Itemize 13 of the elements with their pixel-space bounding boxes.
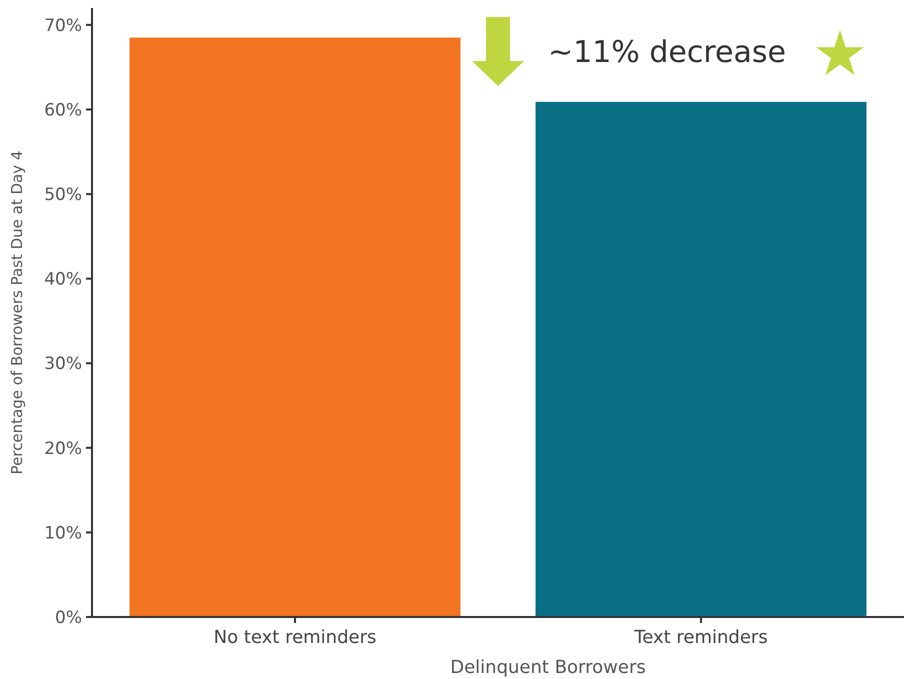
x-axis-title: Delinquent Borrowers [450,657,646,678]
y-tick-label: 40% [44,270,82,290]
y-tick-label: 60% [44,100,82,120]
y-tick-label: 70% [44,16,82,36]
y-tick-label: 20% [44,438,82,459]
y-tick-label: 50% [44,185,82,206]
y-tick-label: 0% [55,608,82,628]
y-tick-label: 30% [44,354,82,374]
x-tick-label: Text reminders [633,627,768,648]
annotation: ~11% decrease [548,35,786,70]
y-axis-title: Percentage of Borrowers Past Due at Day 4 [8,150,26,474]
x-tick-label: No text reminders [214,627,376,648]
y-tick-label: 10% [44,523,82,544]
